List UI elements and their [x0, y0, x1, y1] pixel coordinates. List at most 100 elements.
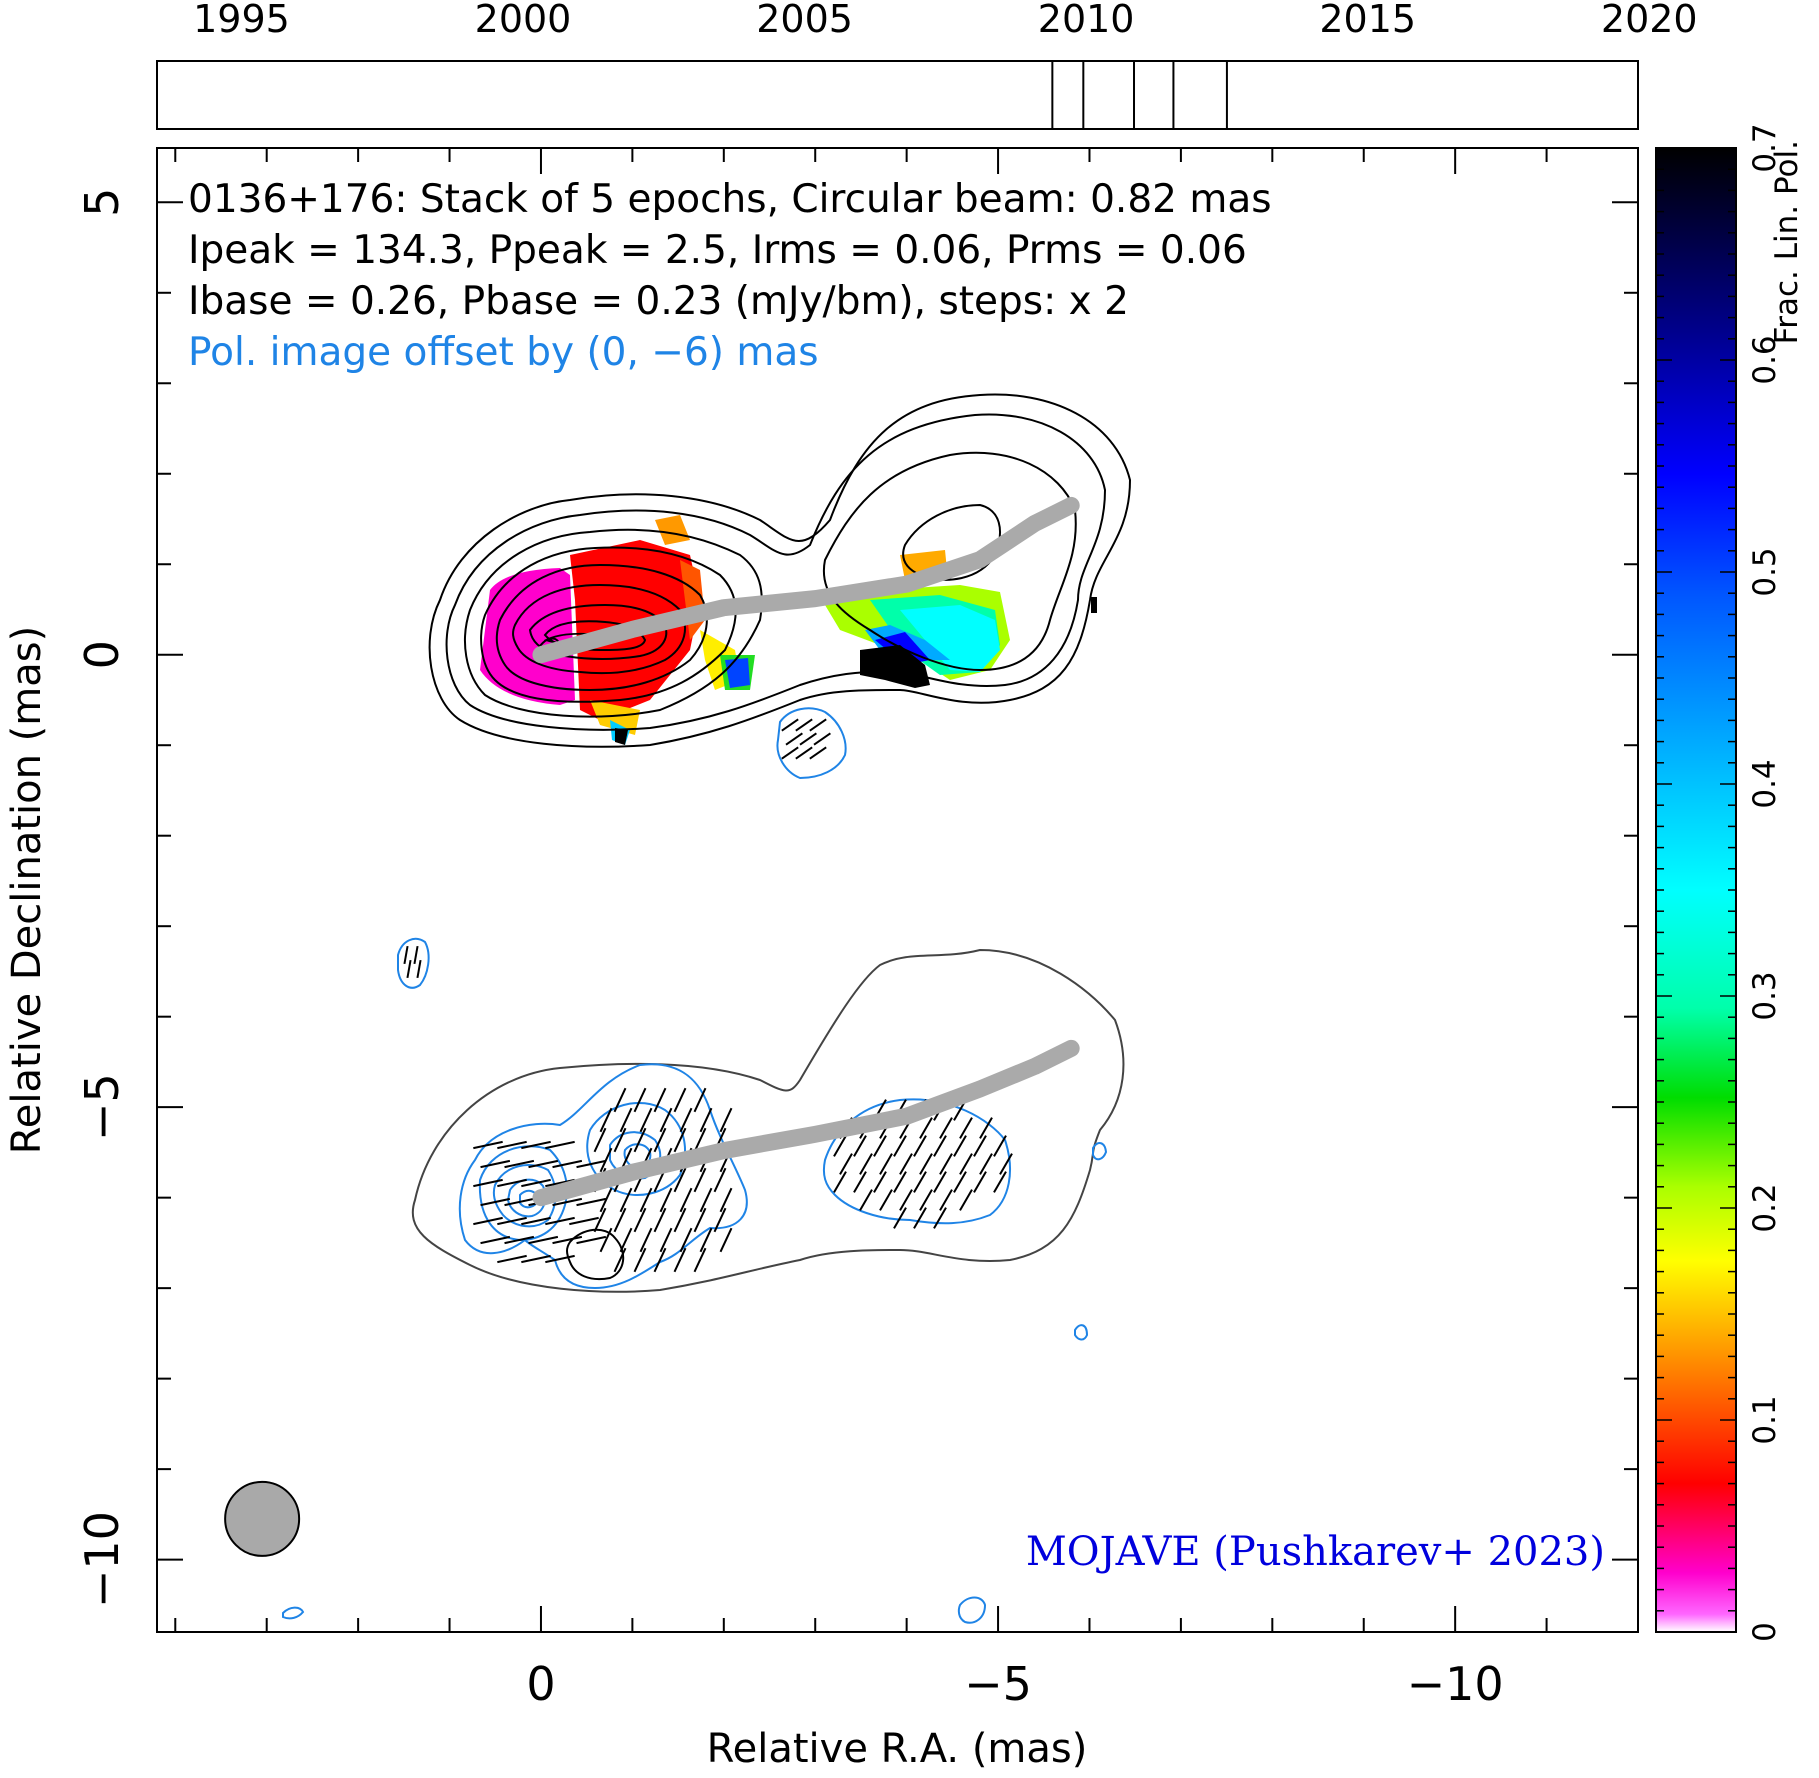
- evpa-tick: [693, 1087, 707, 1113]
- evpa-tick: [919, 1189, 933, 1211]
- evpa-tick: [545, 1216, 575, 1226]
- evpa-tick: [659, 1107, 673, 1133]
- timeline-year-label: 2000: [475, 0, 572, 41]
- evpa-tick: [416, 959, 422, 979]
- evpa-tick: [795, 746, 813, 760]
- evpa-tick: [953, 1135, 967, 1157]
- evpa-tick: [545, 1254, 575, 1264]
- evpa-tick: [939, 1117, 953, 1139]
- evpa-tick: [639, 1107, 653, 1133]
- annotation-line-4: Pol. image offset by (0, −6) mas: [188, 330, 819, 375]
- evpa-tick: [979, 1153, 993, 1175]
- x-axis-ticks: 0 −5 −10: [174, 148, 1639, 1711]
- y-tick-label: 0: [75, 640, 129, 669]
- colorbar-tick-label: 0.2: [1747, 1183, 1783, 1232]
- evpa-tick: [913, 1135, 927, 1157]
- ridge-line-polarization: [532, 1039, 1080, 1207]
- evpa-tick: [679, 1227, 693, 1253]
- evpa-tick: [613, 1087, 627, 1113]
- evpa-tick: [673, 1087, 687, 1113]
- evpa-tick: [569, 1216, 599, 1226]
- evpa-tick: [879, 1189, 893, 1211]
- evpa-tick: [497, 1140, 527, 1150]
- evpa-tick: [497, 1216, 527, 1226]
- evpa-tick: [959, 1153, 973, 1175]
- evpa-tick: [939, 1189, 953, 1211]
- evpa-tick: [893, 1171, 907, 1193]
- y-axis-ticks: 5 0 −5 −10: [75, 188, 1638, 1608]
- evpa-tick: [528, 1159, 559, 1169]
- annotation-line-3: Ibase = 0.26, Pbase = 0.23 (mJy/bm), ste…: [188, 279, 1129, 324]
- colorbar: 0 0.1 0.2 0.3 0.4 0.5 0.6 0.7 Frac. Lin. Pol.: [1655, 123, 1805, 1642]
- evpa-tick: [839, 1153, 853, 1175]
- evpa-tick: [679, 1107, 693, 1133]
- evpa-tick: [919, 1117, 933, 1139]
- timeline-year-label: 2005: [756, 0, 853, 41]
- timeline-year-label: 1995: [193, 0, 290, 41]
- evpa-tick: [619, 1187, 633, 1213]
- evpa-tick: [853, 1171, 867, 1193]
- evpa-tick: [653, 1207, 667, 1233]
- evpa-tick: [633, 1127, 647, 1153]
- ridge-lines: [532, 496, 1080, 1207]
- evpa-tick: [693, 1247, 707, 1273]
- evpa-tick: [521, 1254, 551, 1264]
- evpa-tick: [576, 1235, 607, 1245]
- ridge-line-stokes-i: [532, 496, 1080, 664]
- evpa-tick: [859, 1189, 873, 1211]
- evpa-tick: [633, 1087, 647, 1113]
- evpa-tick: [659, 1187, 673, 1213]
- evpa-tick: [521, 1140, 551, 1150]
- credit-label: MOJAVE (Pushkarev+ 2023): [1026, 1529, 1605, 1575]
- annotation-line-2: Ipeak = 134.3, Ppeak = 2.5, Irms = 0.06,…: [188, 228, 1247, 273]
- evpa-tick: [576, 1197, 607, 1207]
- evpa-tick: [673, 1207, 687, 1233]
- evpa-tick: [699, 1107, 713, 1133]
- evpa-tick: [480, 1197, 511, 1207]
- y-tick-label: −10: [75, 1511, 129, 1608]
- evpa-tick: [673, 1167, 687, 1193]
- evpa-tick: [979, 1117, 993, 1139]
- evpa-tick: [713, 1167, 727, 1193]
- evpa-tick: [781, 718, 799, 732]
- evpa-tick: [973, 1171, 987, 1193]
- evpa-tick: [713, 1207, 727, 1233]
- evpa-tick: [504, 1159, 535, 1169]
- evpa-tick: [833, 1135, 847, 1157]
- evpa-tick: [473, 1178, 503, 1188]
- evpa-tick: [913, 1171, 927, 1193]
- x-tick-label: −5: [964, 1657, 1032, 1711]
- evpa-tick: [939, 1153, 953, 1175]
- evpa-tick: [497, 1178, 527, 1188]
- evpa-tick: [552, 1159, 583, 1169]
- evpa-tick: [593, 1207, 607, 1233]
- y-tick-label: −5: [75, 1073, 129, 1141]
- evpa-tick: [593, 1127, 607, 1153]
- evpa-tick: [973, 1135, 987, 1157]
- evpa-tick: [999, 1153, 1013, 1175]
- evpa-tick: [959, 1189, 973, 1211]
- evpa-tick: [785, 732, 803, 746]
- timeline-year-label: 2020: [1601, 0, 1698, 41]
- evpa-tick: [653, 1127, 667, 1153]
- evpa-tick: [853, 1135, 867, 1157]
- evpa-tick: [619, 1107, 633, 1133]
- evpa-tick: [879, 1153, 893, 1175]
- x-tick-label: 0: [526, 1657, 555, 1711]
- evpa-tick: [873, 1135, 887, 1157]
- evpa-tick: [552, 1197, 583, 1207]
- colorbar-tick-label: 0.7: [1747, 123, 1783, 172]
- evpa-tick: [659, 1227, 673, 1253]
- epoch-timeline: 1995 2000 2005 2010 2015 2020: [156, 0, 1698, 130]
- evpa-tick: [504, 1235, 535, 1245]
- evpa-tick: [599, 1147, 613, 1173]
- evpa-tick: [679, 1187, 693, 1213]
- evpa-tick: [633, 1207, 647, 1233]
- evpa-tick: [504, 1197, 535, 1207]
- evpa-tick: [639, 1227, 653, 1253]
- evpa-tick: [933, 1135, 947, 1157]
- y-axis-label: Relative Declination (mas): [4, 626, 50, 1154]
- x-tick-label: −10: [1407, 1657, 1504, 1711]
- evpa-tick: [639, 1187, 653, 1213]
